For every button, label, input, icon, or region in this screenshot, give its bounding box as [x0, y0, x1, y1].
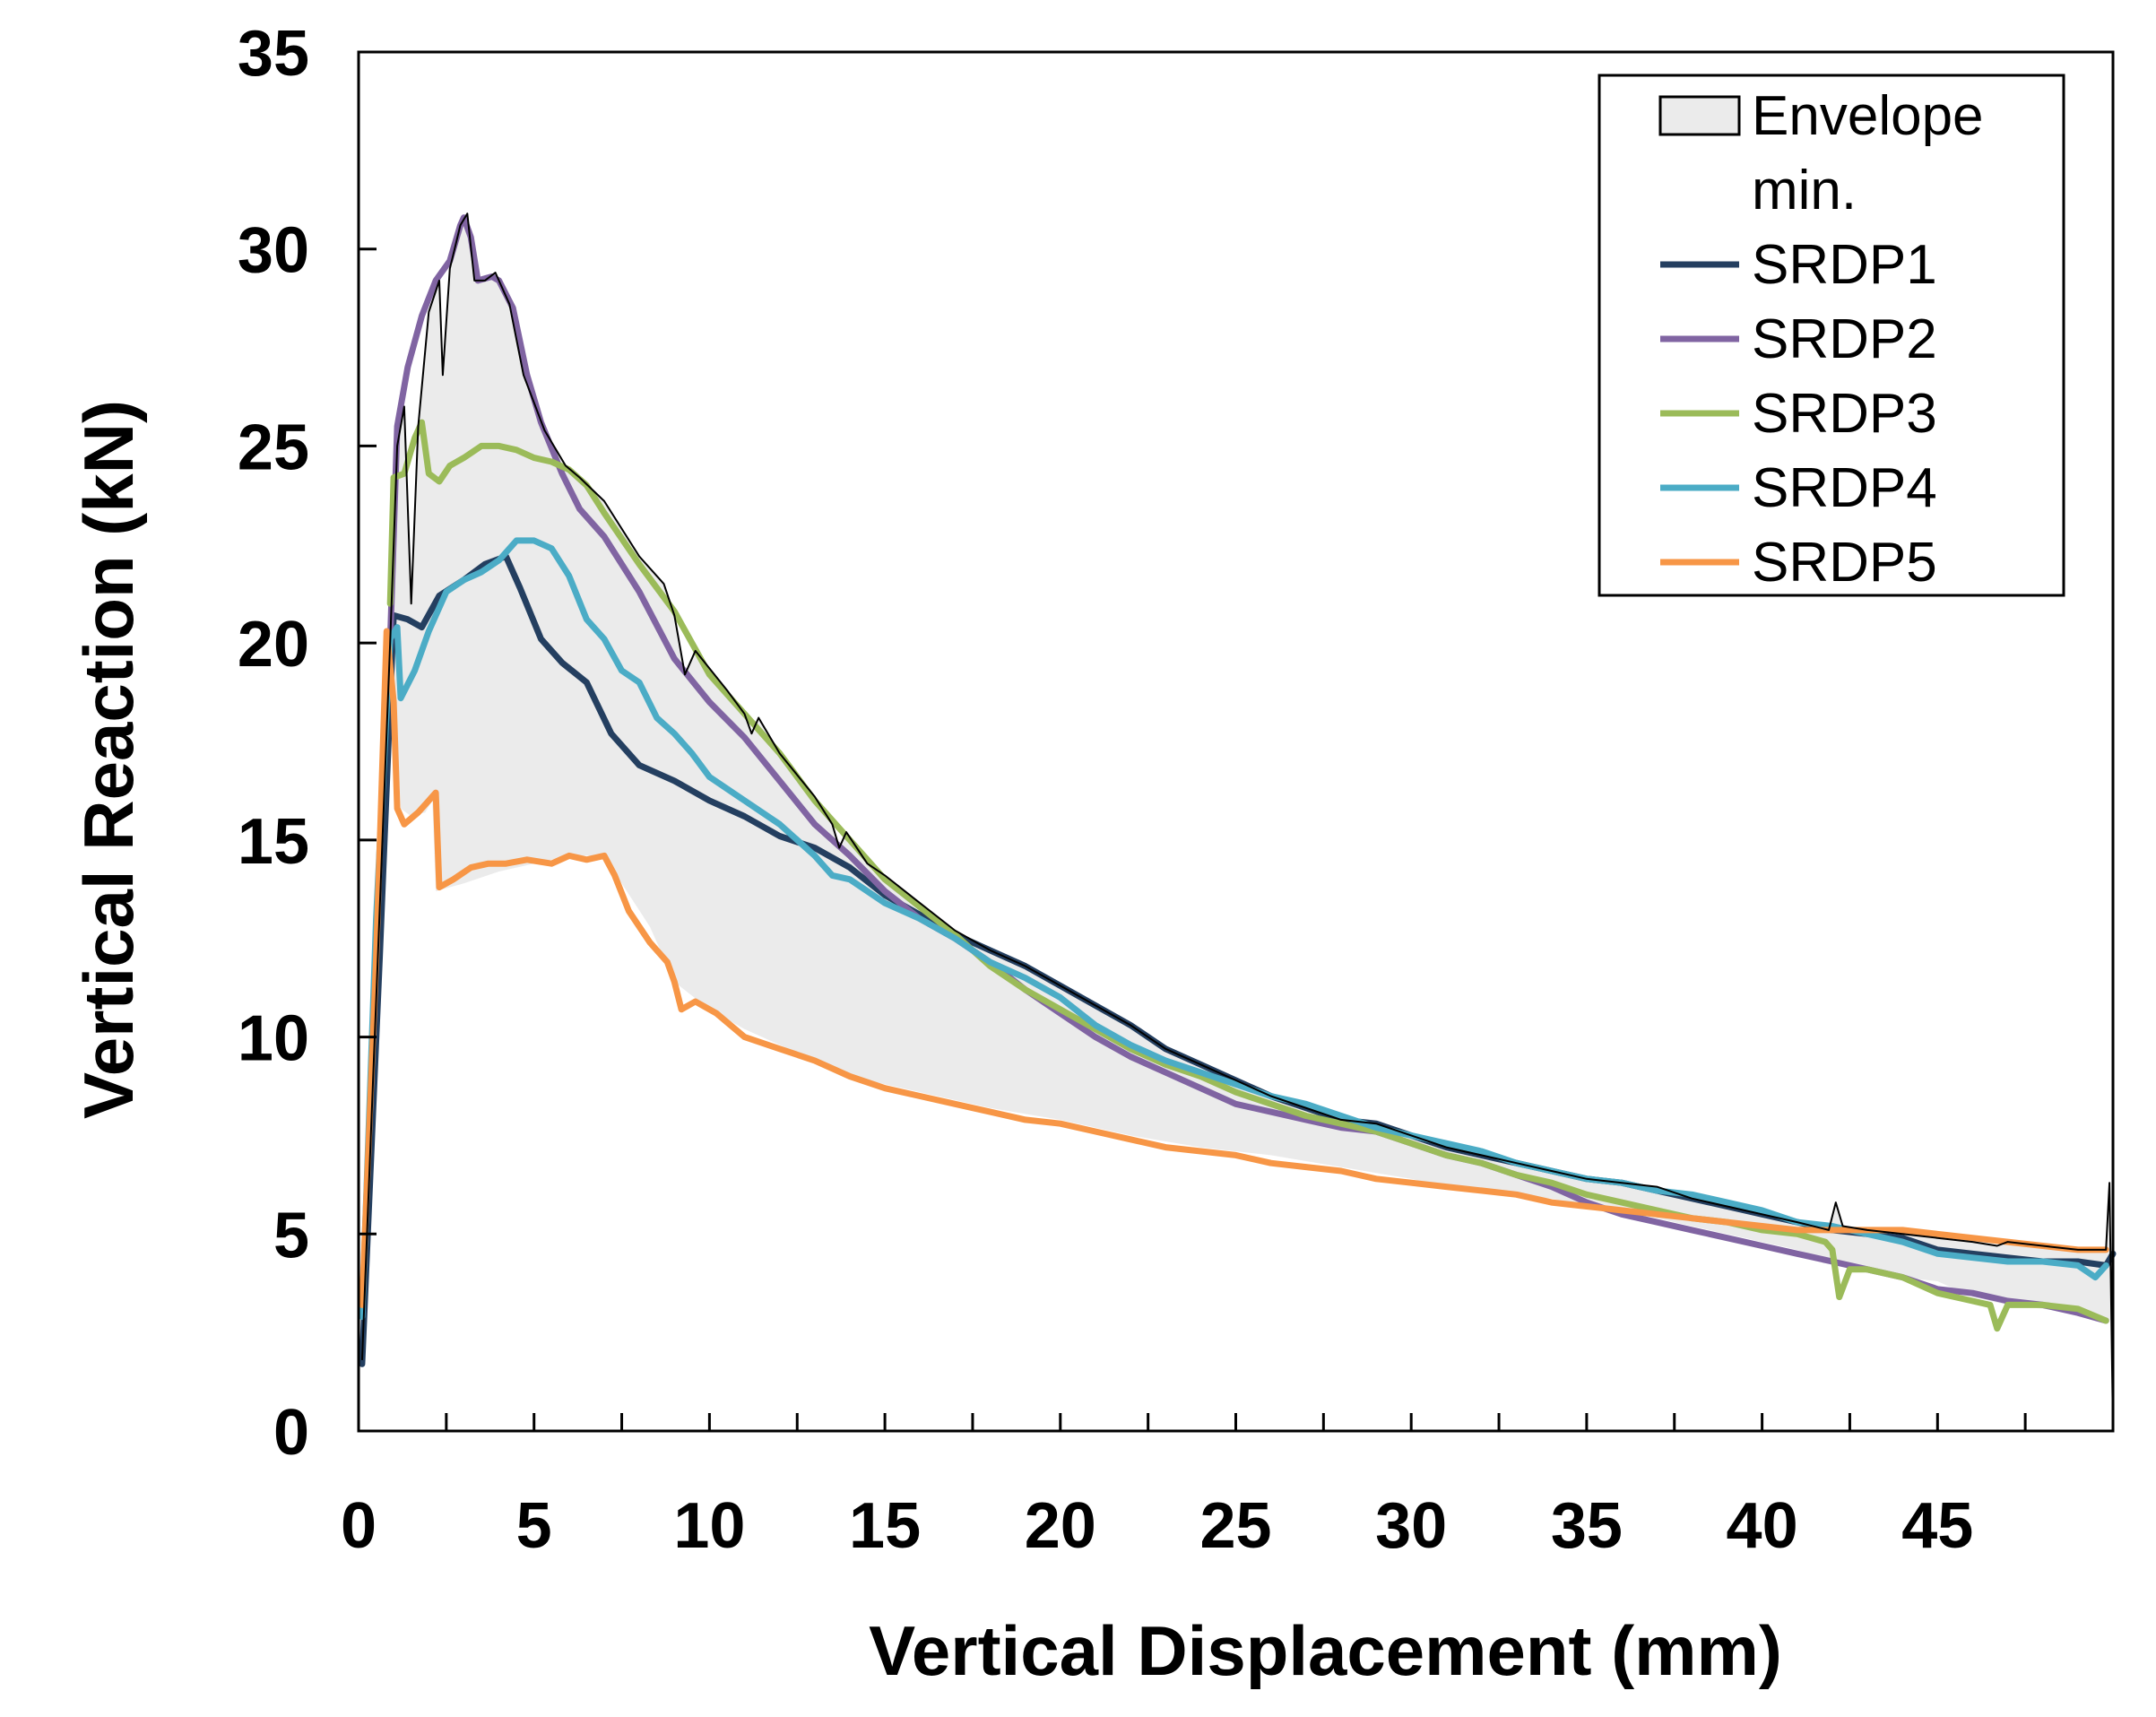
legend-label-srdp1: SRDP1	[1752, 234, 1937, 296]
legend-label-srdp4: SRDP4	[1752, 457, 1937, 519]
y-tick-label: 30	[238, 215, 309, 287]
legend-box	[1598, 74, 2065, 597]
envelope-upper-edge	[360, 212, 2114, 1432]
x-tick-label: 30	[1375, 1490, 1447, 1562]
x-tick-label: 45	[1901, 1490, 1973, 1562]
legend-label-envelope: Envelope min.	[1752, 85, 1984, 221]
y-axis-title: Vertical Reaction (kN)	[69, 400, 148, 1119]
x-tick-label: 5	[516, 1490, 552, 1562]
y-tick-label: 20	[238, 609, 309, 681]
x-tick-label: 20	[1025, 1490, 1096, 1562]
x-tick-label: 35	[1551, 1490, 1623, 1562]
series-line-srdp2	[386, 214, 2109, 1324]
envelope-area	[361, 213, 2113, 1432]
x-tick-label: 0	[341, 1490, 377, 1562]
legend-label-srdp5: SRDP5	[1752, 532, 1937, 594]
x-tick-label: 25	[1199, 1490, 1271, 1562]
axes: 0 5 10 15 20 25 30 35 0 5 10 15 20 25 30 35 40 45	[238, 18, 2115, 1562]
y-tick-label: 0	[273, 1397, 309, 1469]
x-tick-label: 10	[673, 1490, 745, 1562]
plot-area	[359, 212, 2117, 1432]
legend: Envelope min. SRDP1 SRDP2 SRDP3 SRDP4 SRDP5	[1598, 74, 2065, 597]
x-tick-label: 15	[849, 1490, 921, 1562]
series-line-srdp5	[359, 628, 2109, 1308]
legend-label-srdp2: SRDP2	[1752, 308, 1937, 370]
y-tick-label: 35	[238, 18, 309, 90]
x-tick-label: 40	[1727, 1490, 1798, 1562]
legend-label-srdp3: SRDP3	[1752, 383, 1937, 445]
y-tick-label: 5	[273, 1200, 309, 1271]
series-line-srdp3	[386, 419, 2109, 1332]
y-tick-label: 15	[238, 806, 309, 878]
y-tick-label: 25	[238, 412, 309, 483]
y-tick-label: 10	[238, 1003, 309, 1075]
legend-swatch-envelope	[1658, 95, 1741, 136]
x-axis-title: Vertical Displacement (mm)	[869, 1611, 1782, 1690]
series-line-srdp4	[359, 537, 2109, 1321]
